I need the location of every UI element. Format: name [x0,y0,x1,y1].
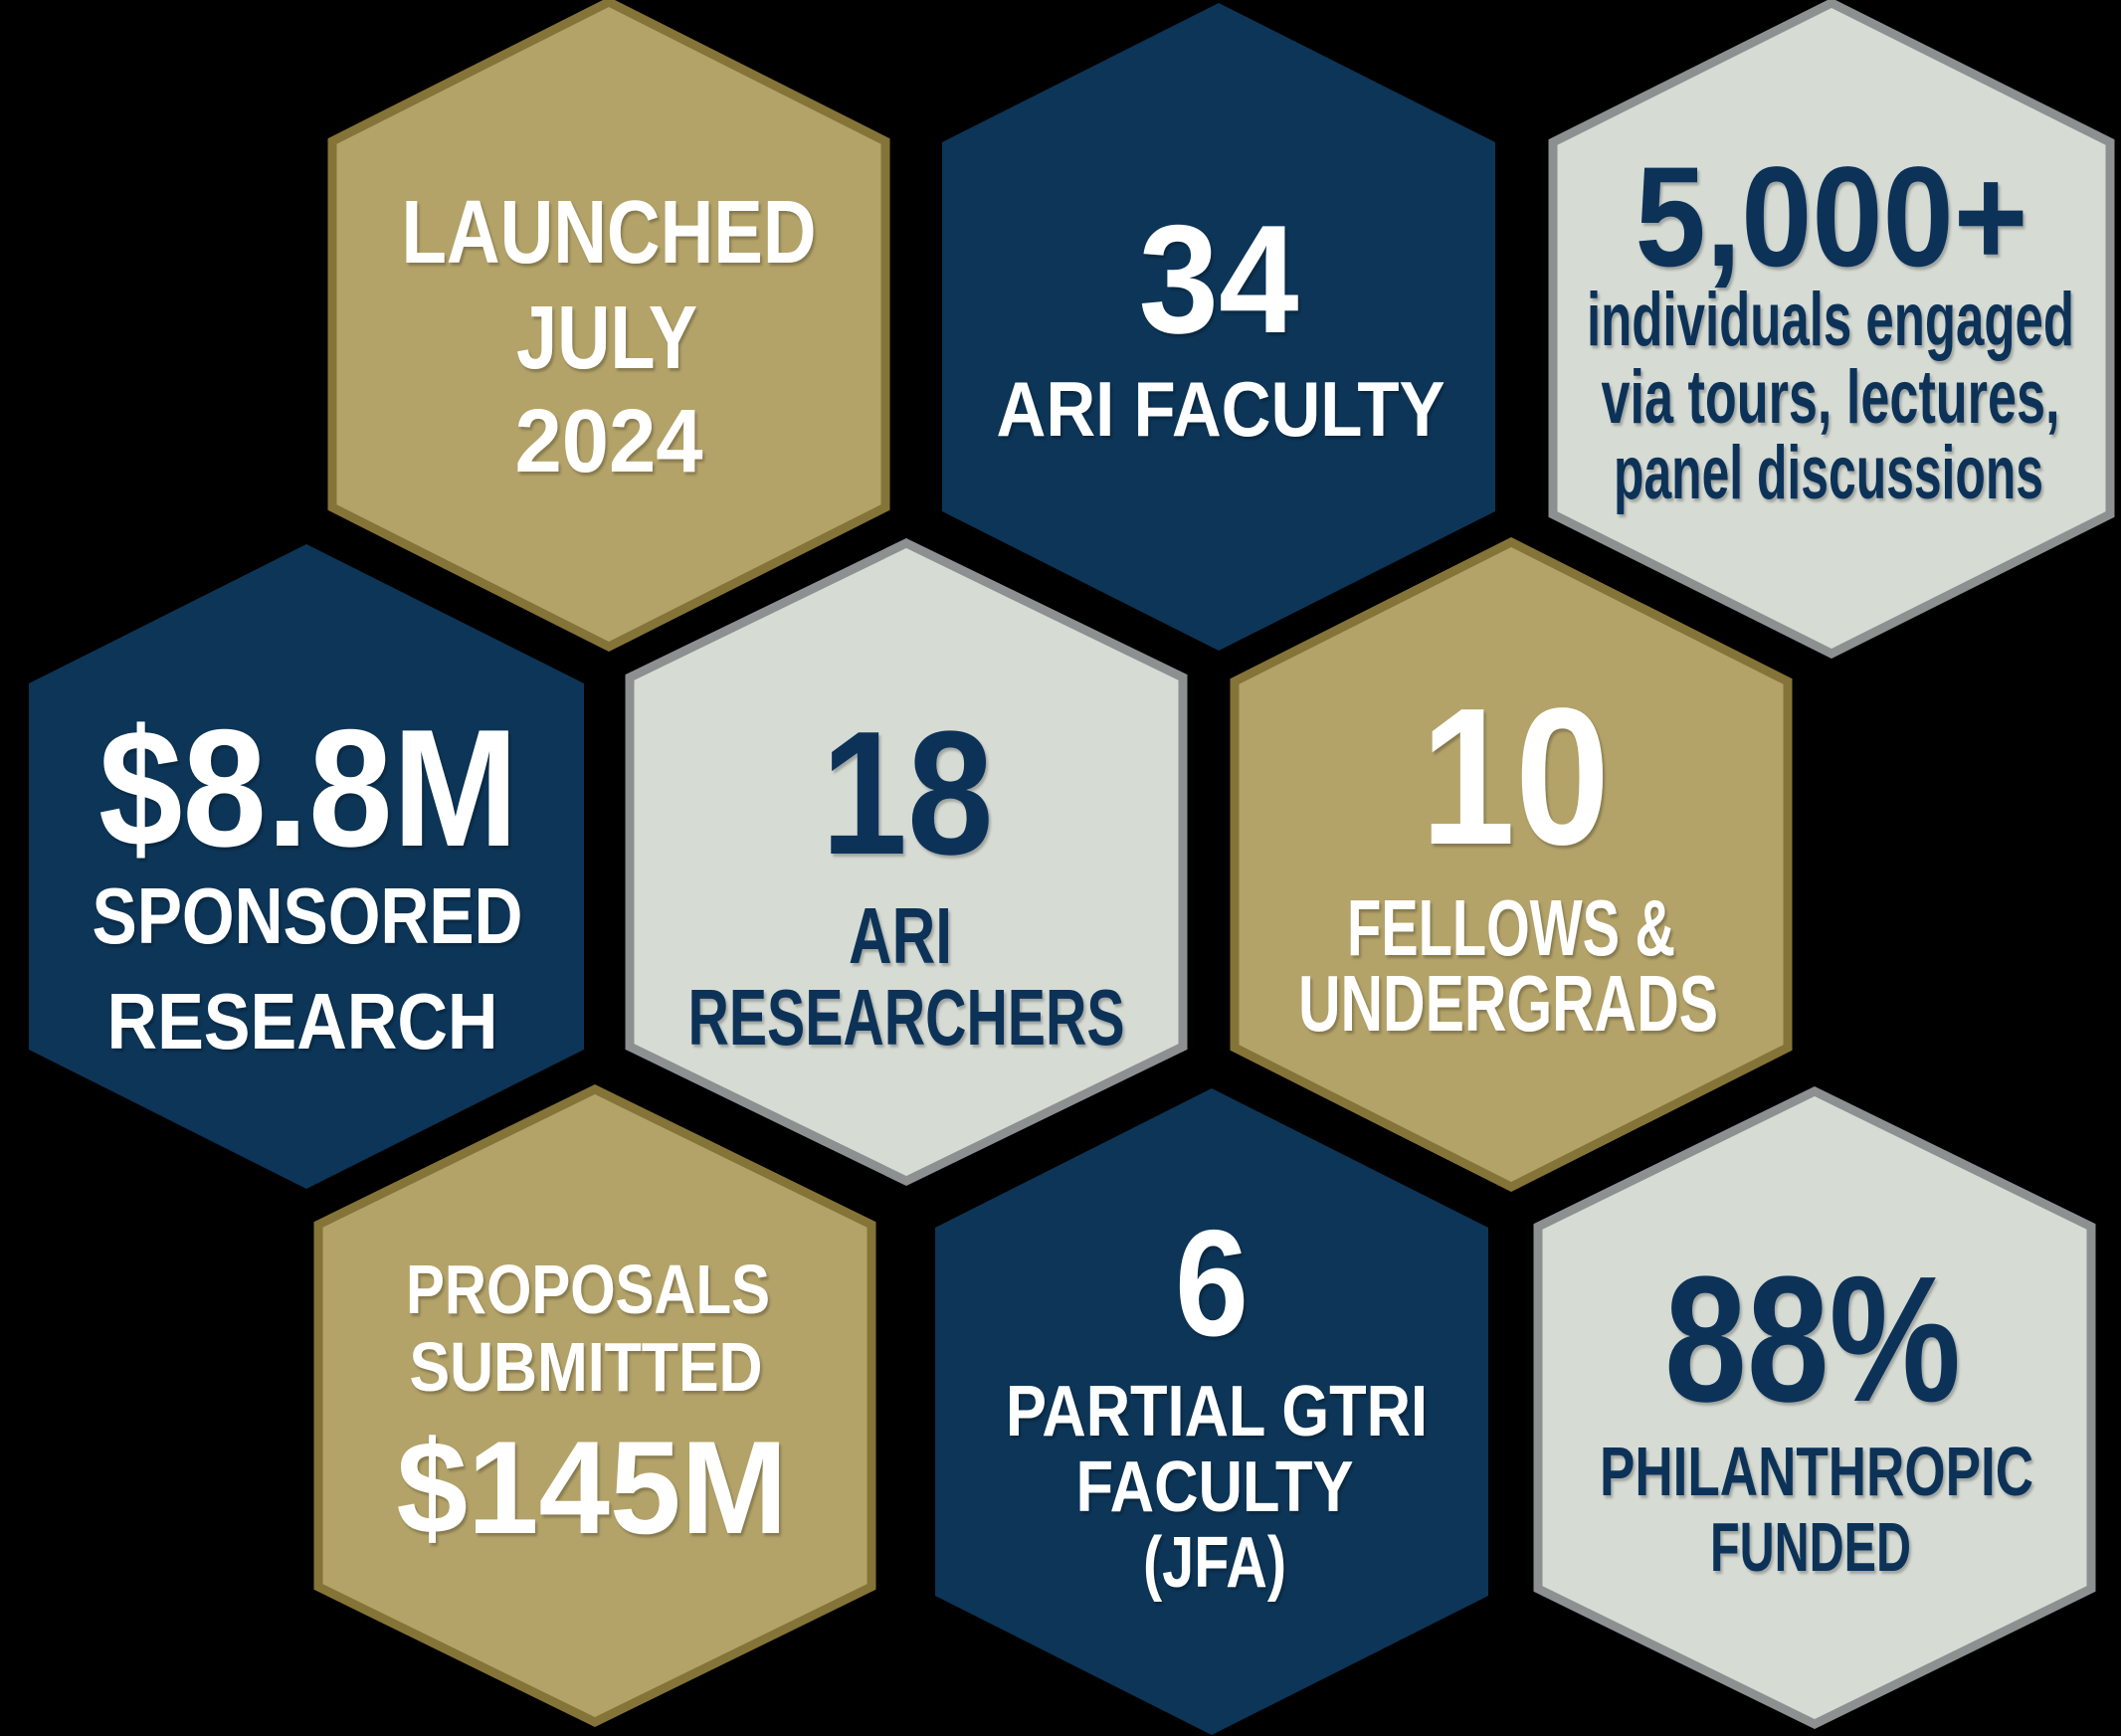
svg-text:SUBMITTED: SUBMITTED [410,1328,763,1406]
svg-text:FUNDED: FUNDED [1710,1508,1911,1586]
svg-text:ARI: ARI [849,891,952,980]
svg-text:via tours, lectures,: via tours, lectures, [1602,355,2060,440]
svg-text:LAUNCHED: LAUNCHED [402,183,817,283]
svg-text:PHILANTHROPIC: PHILANTHROPIC [1600,1433,2033,1510]
svg-text:88%: 88% [1664,1240,1961,1440]
svg-text:individuals engaged: individuals engaged [1587,278,2074,362]
svg-text:5,000+: 5,000+ [1636,138,2028,296]
svg-text:panel discussions: panel discussions [1614,431,2043,515]
svg-text:10: 10 [1421,668,1610,885]
svg-text:18: 18 [822,694,994,891]
svg-text:PARTIAL GTRI: PARTIAL GTRI [1006,1372,1428,1451]
svg-text:UNDERGRADS: UNDERGRADS [1298,959,1718,1048]
svg-text:FELLOWS &: FELLOWS & [1347,883,1675,972]
svg-text:$145M: $145M [397,1415,788,1562]
svg-text:JULY: JULY [516,289,697,388]
svg-text:ARI FACULTY: ARI FACULTY [997,365,1446,453]
svg-text:PROPOSALS: PROPOSALS [406,1251,770,1328]
svg-text:(JFA): (JFA) [1143,1523,1286,1603]
svg-text:34: 34 [1139,193,1299,365]
svg-text:RESEARCH: RESEARCH [107,977,498,1065]
svg-text:RESEARCHERS: RESEARCHERS [688,973,1125,1061]
svg-text:FACULTY: FACULTY [1076,1447,1354,1527]
svg-text:SPONSORED: SPONSORED [93,871,523,960]
svg-text:6: 6 [1175,1199,1249,1368]
svg-text:2024: 2024 [515,392,703,491]
svg-text:$8.8M: $8.8M [98,694,518,881]
